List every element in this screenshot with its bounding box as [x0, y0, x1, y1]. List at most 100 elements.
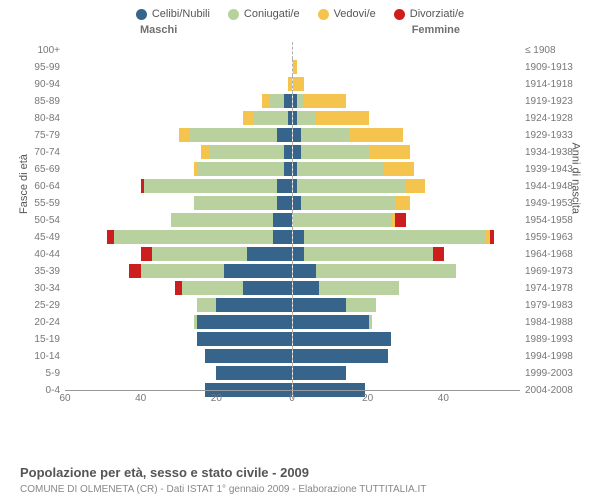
female-bar [292, 229, 520, 246]
birth-year-label: 1999-2003 [520, 365, 580, 382]
male-bar [65, 246, 292, 263]
segment [293, 145, 301, 159]
segment [293, 213, 391, 227]
age-label: 35-39 [20, 263, 65, 280]
age-row: 5-9 1999-2003 [20, 365, 580, 382]
segment [175, 281, 183, 295]
male-bar [65, 76, 292, 93]
male-bar [65, 297, 292, 314]
birth-year-label: 1929-1933 [520, 127, 580, 144]
legend-swatch [136, 9, 147, 20]
segment [141, 247, 152, 261]
segment [277, 128, 292, 142]
age-label: 25-29 [20, 297, 65, 314]
age-label: 40-44 [20, 246, 65, 263]
age-row: 60-641944-1948 [20, 178, 580, 195]
age-row: 35-39 1969-1973 [20, 263, 580, 280]
birth-year-label: 1984-1988 [520, 314, 580, 331]
age-row: 85-89 1919-1923 [20, 93, 580, 110]
legend-swatch [318, 9, 329, 20]
birth-year-label: 1959-1963 [520, 229, 580, 246]
segment [346, 298, 376, 312]
segment [114, 230, 273, 244]
female-bar [292, 331, 520, 348]
age-row: 30-34 1974-1978 [20, 280, 580, 297]
segment [297, 111, 316, 125]
segment [293, 315, 369, 329]
segment [171, 213, 273, 227]
female-bar [292, 297, 520, 314]
age-label: 90-94 [20, 76, 65, 93]
segment [490, 230, 494, 244]
male-bar [65, 127, 292, 144]
segment [293, 60, 297, 74]
segment [197, 315, 292, 329]
segment [293, 230, 304, 244]
segment [293, 349, 388, 363]
segment [262, 94, 270, 108]
segment [293, 264, 316, 278]
legend: Celibi/NubiliConiugati/eVedovi/eDivorzia… [0, 0, 600, 24]
birth-year-label: 1969-1973 [520, 263, 580, 280]
female-bar [292, 263, 520, 280]
age-label: 0-4 [20, 382, 65, 399]
chart-rows: 100+≤ 190895-991909-191390-941914-191885… [20, 42, 580, 399]
age-row: 80-841924-1928 [20, 110, 580, 127]
legend-label: Celibi/Nubili [152, 8, 210, 20]
segment [273, 213, 292, 227]
segment [141, 264, 224, 278]
legend-label: Divorziati/e [410, 8, 464, 20]
age-label: 5-9 [20, 365, 65, 382]
segment [297, 162, 384, 176]
female-bar [292, 110, 520, 127]
age-row: 100+≤ 1908 [20, 42, 580, 59]
segment [301, 196, 396, 210]
segment [254, 111, 288, 125]
male-bar [65, 144, 292, 161]
age-row: 95-99 1909-1913 [20, 59, 580, 76]
segment [350, 128, 403, 142]
segment [216, 366, 292, 380]
age-label: 95-99 [20, 59, 65, 76]
legend-item: Celibi/Nubili [136, 8, 210, 20]
age-label: 60-64 [20, 178, 65, 195]
segment [395, 213, 406, 227]
legend-swatch [228, 9, 239, 20]
segment [284, 162, 292, 176]
age-label: 80-84 [20, 110, 65, 127]
segment [293, 196, 301, 210]
female-bar [292, 59, 520, 76]
male-bar [65, 331, 292, 348]
age-row: 45-491959-1963 [20, 229, 580, 246]
male-bar [65, 348, 292, 365]
segment [316, 111, 369, 125]
male-bar [65, 314, 292, 331]
age-label: 30-34 [20, 280, 65, 297]
x-axis: 60402002040 [65, 390, 520, 404]
segment [301, 145, 369, 159]
segment [179, 128, 190, 142]
birth-year-label: 1974-1978 [520, 280, 580, 297]
x-tick: 40 [438, 393, 449, 404]
segment [304, 247, 433, 261]
age-label: 65-69 [20, 161, 65, 178]
segment [293, 298, 346, 312]
birth-year-label: 1909-1913 [520, 59, 580, 76]
birth-year-label: 1914-1918 [520, 76, 580, 93]
female-bar [292, 93, 520, 110]
male-bar [65, 195, 292, 212]
male-header: Maschi [140, 24, 177, 36]
female-bar [292, 348, 520, 365]
segment [304, 230, 486, 244]
age-label: 85-89 [20, 93, 65, 110]
birth-year-label: 1919-1923 [520, 93, 580, 110]
segment [395, 196, 410, 210]
segment [297, 94, 305, 108]
segment [243, 111, 254, 125]
age-label: 55-59 [20, 195, 65, 212]
age-row: 70-741934-1938 [20, 144, 580, 161]
birth-year-label: 1989-1993 [520, 331, 580, 348]
birth-year-label: 1979-1983 [520, 297, 580, 314]
age-row: 90-94 1914-1918 [20, 76, 580, 93]
segment [406, 179, 425, 193]
